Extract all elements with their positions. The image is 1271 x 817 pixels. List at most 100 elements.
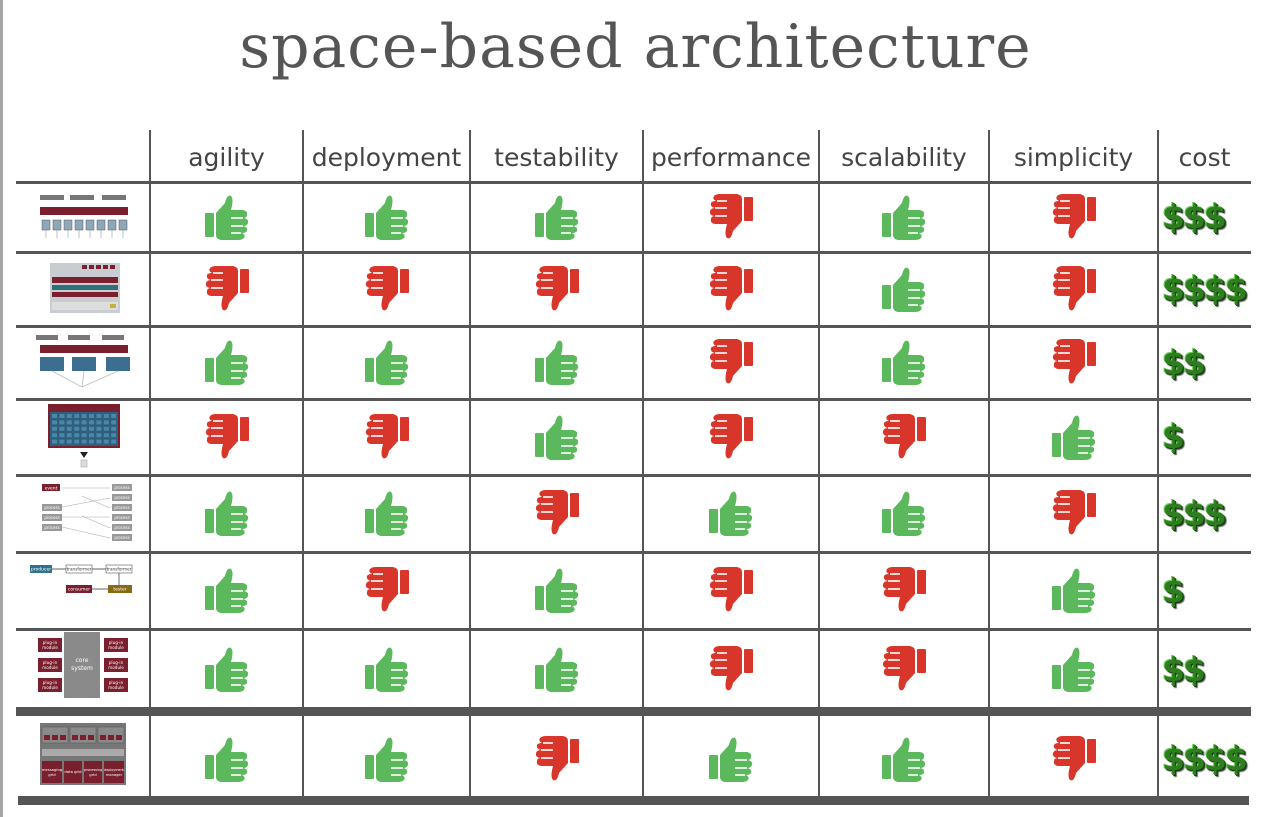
thumbs-up-icon	[1051, 568, 1095, 613]
thumbs-down-icon	[882, 413, 926, 458]
thumbs-up-icon	[709, 491, 753, 536]
thumbs-up-icon	[882, 267, 926, 312]
rating-cell	[989, 183, 1158, 250]
svg-text:manager: manager	[106, 773, 123, 777]
svg-text:consumer: consumer	[68, 587, 90, 593]
diagram-thumbnail	[48, 404, 120, 468]
thumbs-down-icon	[535, 490, 579, 535]
thumbs-up-icon	[882, 340, 926, 385]
rating-cell	[150, 553, 303, 627]
thumbs-down-icon	[1052, 490, 1096, 535]
cost-cell: $$	[1158, 630, 1271, 708]
column-divider	[642, 130, 644, 796]
rating-cell	[989, 630, 1158, 708]
rating-cell	[819, 253, 989, 324]
svg-text:module: module	[108, 665, 124, 670]
rating-cell	[303, 327, 470, 397]
svg-text:module: module	[42, 645, 58, 650]
rating-cell	[470, 553, 643, 627]
thumbs-up-icon	[204, 647, 248, 692]
cost-dollars: $$$	[1162, 197, 1227, 236]
cost-dollars: $$$	[1162, 493, 1227, 533]
cost-dollars: $$	[1162, 649, 1206, 689]
thumbs-up-icon	[204, 340, 248, 385]
column-divider	[988, 130, 990, 796]
svg-text:module: module	[42, 665, 58, 670]
svg-text:messaging: messaging	[42, 767, 63, 772]
svg-text:transformer: transformer	[67, 567, 92, 572]
svg-text:plug-in: plug-in	[43, 660, 58, 665]
diagram-thumbnail: coresystemplug-inmoduleplug-inmoduleplug…	[38, 632, 128, 698]
rating-cell	[989, 719, 1158, 798]
architecture-diagram-layered	[22, 183, 146, 250]
rating-cell	[150, 253, 303, 324]
thumbs-up-icon	[882, 195, 926, 240]
thumbs-down-icon	[709, 339, 753, 384]
rating-cell	[643, 400, 819, 473]
rating-cell	[989, 476, 1158, 550]
thumbs-down-icon	[709, 646, 753, 691]
svg-text:plug-in: plug-in	[43, 680, 58, 685]
thumbs-down-icon	[365, 567, 409, 612]
rating-cell	[643, 630, 819, 708]
column-divider	[469, 130, 471, 796]
svg-text:module: module	[42, 685, 58, 690]
rating-cell	[303, 719, 470, 798]
svg-text:producer: producer	[31, 567, 51, 573]
cost-cell: $$	[1158, 327, 1271, 397]
thumbs-down-icon	[535, 265, 579, 310]
rating-cell	[470, 630, 643, 708]
cost-dollars: $	[1162, 570, 1185, 610]
rating-cell	[470, 400, 643, 473]
thumbs-down-icon	[365, 413, 409, 458]
column-header-agility: agility	[188, 142, 265, 172]
thumbs-up-icon	[204, 568, 248, 613]
svg-text:system: system	[71, 665, 93, 672]
cost-dollars: $$$$	[1162, 269, 1248, 308]
svg-text:process: process	[114, 515, 129, 520]
rating-cell	[470, 719, 643, 798]
svg-text:process: process	[114, 495, 129, 500]
thumbs-up-icon	[364, 340, 408, 385]
row-divider	[16, 628, 1251, 631]
svg-text:process: process	[44, 515, 59, 520]
thumbs-up-icon	[534, 568, 578, 613]
svg-text:process: process	[44, 525, 59, 530]
thumbs-up-icon	[204, 195, 248, 240]
diagram-thumbnail: event process process process process process…	[42, 484, 132, 541]
svg-text:data grid: data grid	[64, 769, 82, 774]
architecture-diagram-monolith	[22, 400, 146, 473]
thumbs-up-icon	[204, 491, 248, 536]
rating-cell	[470, 183, 643, 250]
rating-cell	[150, 719, 303, 798]
rating-cell	[303, 400, 470, 473]
thumbs-up-icon	[709, 737, 753, 782]
cost-cell: $$$$	[1158, 719, 1271, 798]
thumbs-up-icon	[204, 737, 248, 782]
architecture-diagram-event-driven: event process process process process process…	[22, 476, 146, 550]
thumbs-up-icon	[534, 415, 578, 460]
rating-cell	[303, 253, 470, 324]
rating-cell	[643, 719, 819, 798]
rating-cell	[989, 400, 1158, 473]
thumbs-down-icon	[205, 265, 249, 310]
left-edge-rule	[0, 0, 3, 817]
svg-text:event: event	[45, 486, 58, 492]
column-header-testability: testability	[494, 142, 619, 172]
thumbs-up-icon	[364, 195, 408, 240]
rating-cell	[303, 476, 470, 550]
thumbs-down-icon	[882, 646, 926, 691]
svg-text:module: module	[108, 645, 124, 650]
rating-cell	[643, 327, 819, 397]
rating-cell	[643, 476, 819, 550]
svg-text:plug-in: plug-in	[43, 640, 58, 645]
svg-text:grid: grid	[48, 772, 56, 777]
svg-text:plug-in: plug-in	[109, 680, 124, 685]
rating-cell	[819, 183, 989, 250]
column-divider	[1157, 130, 1159, 796]
rating-cell	[150, 327, 303, 397]
thumbs-up-icon	[534, 647, 578, 692]
cost-dollars: $	[1162, 417, 1185, 456]
